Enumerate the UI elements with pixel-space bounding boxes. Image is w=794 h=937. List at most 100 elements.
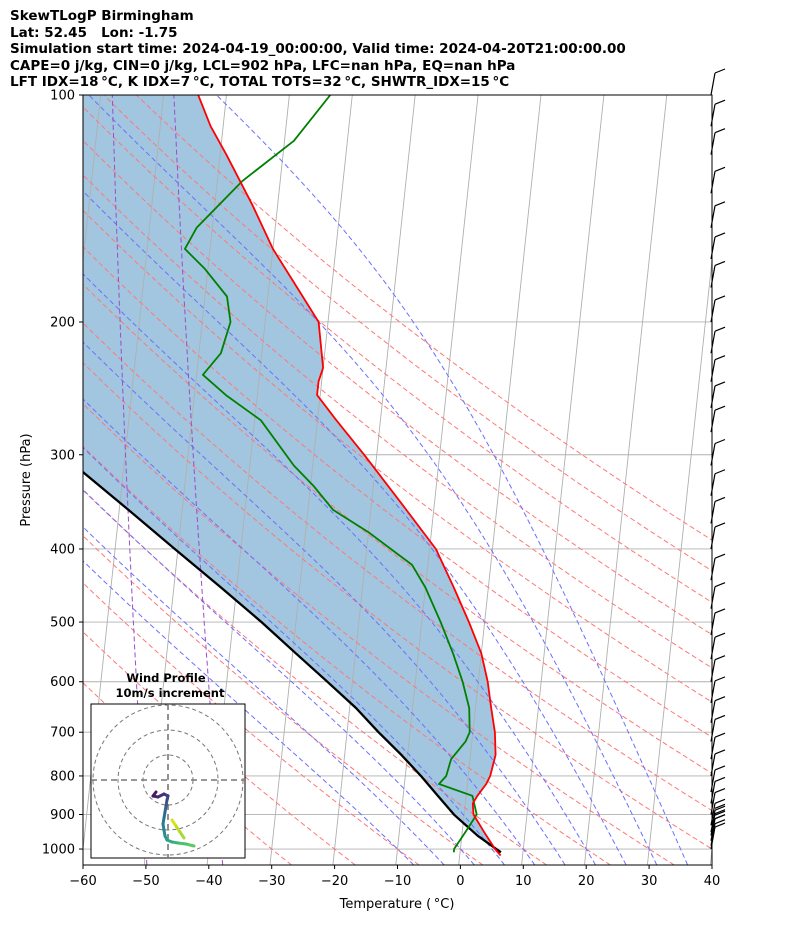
isotherm-line	[521, 95, 605, 865]
wind-barb-flag	[714, 553, 726, 559]
moist-adiabat-lines	[83, 95, 689, 865]
wind-barb-flag	[714, 295, 726, 301]
mixing-ratio-lines	[111, 95, 224, 865]
wind-barb	[710, 522, 726, 550]
hodograph-inset: Wind Profile 10m/s increment	[90, 671, 246, 859]
y-tick-label: 100	[50, 89, 75, 104]
wind-barb-flag	[714, 438, 726, 445]
isotherm-line	[646, 256, 712, 865]
wind-barb-flag	[714, 814, 726, 820]
wind-barb	[710, 68, 726, 96]
wind-barb	[710, 696, 726, 723]
wind-barb-flag	[714, 655, 726, 661]
wind-barb-staff	[710, 236, 716, 260]
moist-adiabat-line	[83, 341, 566, 865]
y-tick-label: 900	[50, 808, 75, 823]
moist-adiabat-line	[88, 95, 658, 865]
isotherm-line	[584, 95, 668, 865]
wind-barb	[710, 655, 726, 682]
wind-barb-flag	[714, 676, 726, 682]
dry-adiabat-line	[103, 95, 712, 572]
moist-adiabat-line	[83, 560, 415, 865]
wind-barb-staff	[710, 526, 716, 550]
hodograph-subtitle: 10m/s increment	[116, 686, 225, 700]
wind-barb-flag	[714, 381, 726, 387]
isotherm-line	[269, 95, 353, 865]
y-tick-label: 400	[50, 542, 75, 557]
wind-barb-flag	[714, 326, 726, 332]
cape-cin-shading	[83, 95, 501, 853]
wind-barb-staff	[710, 813, 716, 836]
title-location: Lat: 52.45 Lon: -1.75	[10, 24, 178, 41]
wind-barb-staff	[710, 265, 716, 288]
wind-barb-staff	[710, 586, 716, 609]
dry-adiabat-line	[83, 631, 356, 865]
y-tick-label: 500	[50, 616, 75, 631]
x-tick-label: −60	[69, 874, 96, 889]
x-tick-label: 40	[704, 874, 721, 889]
wind-barb-flag	[714, 582, 726, 588]
wind-barb	[710, 714, 726, 742]
temperature-line	[197, 95, 502, 857]
wind-barb-flag	[714, 201, 726, 207]
wind-barb-staff	[710, 700, 716, 723]
y-tick-label: 300	[50, 448, 75, 463]
wind-barb	[710, 819, 726, 846]
wind-barb-staff	[710, 205, 716, 228]
moist-adiabat-line	[83, 273, 597, 865]
wind-barb-flag	[714, 732, 726, 738]
wind-barb-flag	[714, 819, 726, 825]
wind-barb	[710, 582, 726, 609]
isotherm-line	[709, 844, 712, 865]
cape-shaded-area	[83, 95, 501, 853]
wind-barb	[710, 676, 726, 703]
title-cape-line: CAPE=0 j/kg, CIN=0 j/kg, LCL=902 hPa, LF…	[10, 57, 516, 74]
wind-barb-staff	[710, 331, 716, 354]
y-tick-label: 700	[50, 726, 75, 741]
hodograph-plot	[91, 704, 245, 858]
wind-barb-staff	[710, 299, 716, 323]
y-tick-label: 800	[50, 769, 75, 784]
wind-barb-staff	[710, 72, 716, 96]
wind-barb-staff	[710, 769, 716, 793]
title-indices-line: LFT IDX=18 °C, K IDX=7 °C, TOTAL TOTS=32…	[10, 74, 510, 90]
wind-barb-flag	[714, 809, 726, 815]
wind-barb	[710, 732, 726, 760]
wind-barb	[710, 99, 726, 127]
wind-barb-staff	[710, 104, 716, 127]
mixing-ratio-line	[173, 95, 224, 865]
wind-barb	[710, 128, 726, 155]
wind-barb-flag	[714, 469, 726, 475]
wind-barb-flag	[714, 696, 726, 702]
wind-barb-staff	[710, 501, 716, 524]
x-tick-label: −50	[132, 874, 159, 889]
mixing-ratio-line	[111, 95, 148, 865]
parcel-profile-line	[83, 470, 502, 854]
wind-barb	[710, 469, 726, 496]
x-tick-label: −30	[258, 874, 285, 889]
wind-barb-staff	[710, 359, 716, 382]
wind-barb	[710, 355, 726, 382]
wind-barb-flag	[714, 822, 726, 828]
wind-barb-flag	[714, 798, 726, 804]
wind-barb-staff	[710, 410, 716, 433]
dry-adiabat-line	[83, 403, 675, 865]
wind-barb-staff	[710, 803, 716, 826]
y-tick-label: 600	[50, 675, 75, 690]
dry-adiabat-line	[83, 362, 712, 850]
wind-barb	[710, 260, 726, 288]
dry-adiabat-line	[83, 445, 611, 865]
profile-series	[83, 95, 502, 857]
wind-barb-flag	[714, 68, 726, 74]
wind-barb-flag	[714, 714, 726, 721]
wind-barb-staff	[710, 385, 716, 409]
wind-barb	[710, 765, 726, 793]
y-axis-label: Pressure (hPa)	[19, 433, 34, 526]
x-tick-label: −10	[384, 874, 411, 889]
wind-barb-flag	[714, 355, 726, 361]
wind-barb-flag	[714, 776, 726, 782]
wind-barb	[710, 805, 726, 833]
wind-barb-staff	[710, 810, 716, 833]
wind-barb-staff	[710, 443, 716, 466]
wind-barb-staff	[710, 823, 716, 846]
